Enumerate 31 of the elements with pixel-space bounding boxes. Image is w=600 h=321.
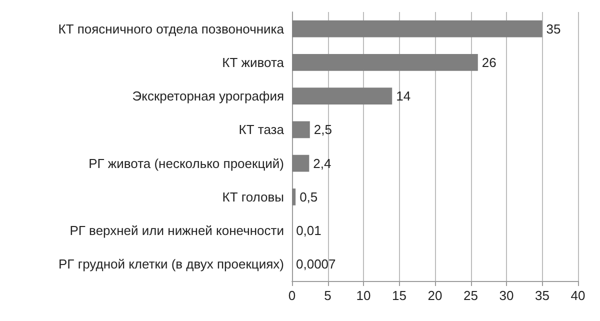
x-tick-label: 5 (324, 288, 332, 303)
y-tick-label: КТ таза (238, 122, 285, 138)
x-tick-label: 40 (570, 288, 586, 303)
y-tick-label: РГ живота (несколько проекций) (88, 156, 284, 171)
x-tick-label: 0 (288, 288, 296, 303)
data-label: 0,01 (296, 223, 322, 238)
x-tick-label: 25 (464, 288, 478, 303)
y-tick-label: РГ верхней или нижней конечности (70, 223, 284, 238)
bar (292, 88, 392, 104)
data-label: 2,4 (313, 156, 332, 171)
x-tick-label: 35 (535, 288, 550, 303)
bar (292, 20, 542, 38)
x-tick-label: 15 (392, 288, 406, 303)
bar (292, 121, 310, 138)
y-tick-label: Экскреторная урография (132, 88, 284, 104)
data-label: 0,0007 (296, 256, 336, 272)
bar (292, 54, 478, 71)
x-tick-label: 10 (356, 288, 371, 303)
data-label: 35 (546, 21, 561, 36)
data-label: 14 (396, 88, 411, 104)
x-tick-label: 20 (428, 288, 442, 303)
bar (292, 188, 296, 206)
y-tick-label: РГ грудной клетки (в двух проекциях) (58, 256, 284, 272)
data-label: 0,5 (300, 189, 318, 204)
data-label: 2,5 (314, 122, 332, 138)
data-label: 26 (482, 54, 496, 70)
y-tick-label: КТ живота (222, 54, 285, 70)
bar (292, 154, 310, 172)
x-tick-label: 30 (499, 288, 514, 303)
y-tick-label: КТ головы (222, 189, 284, 204)
y-tick-label: КТ поясничного отдела позвоночника (58, 21, 285, 36)
